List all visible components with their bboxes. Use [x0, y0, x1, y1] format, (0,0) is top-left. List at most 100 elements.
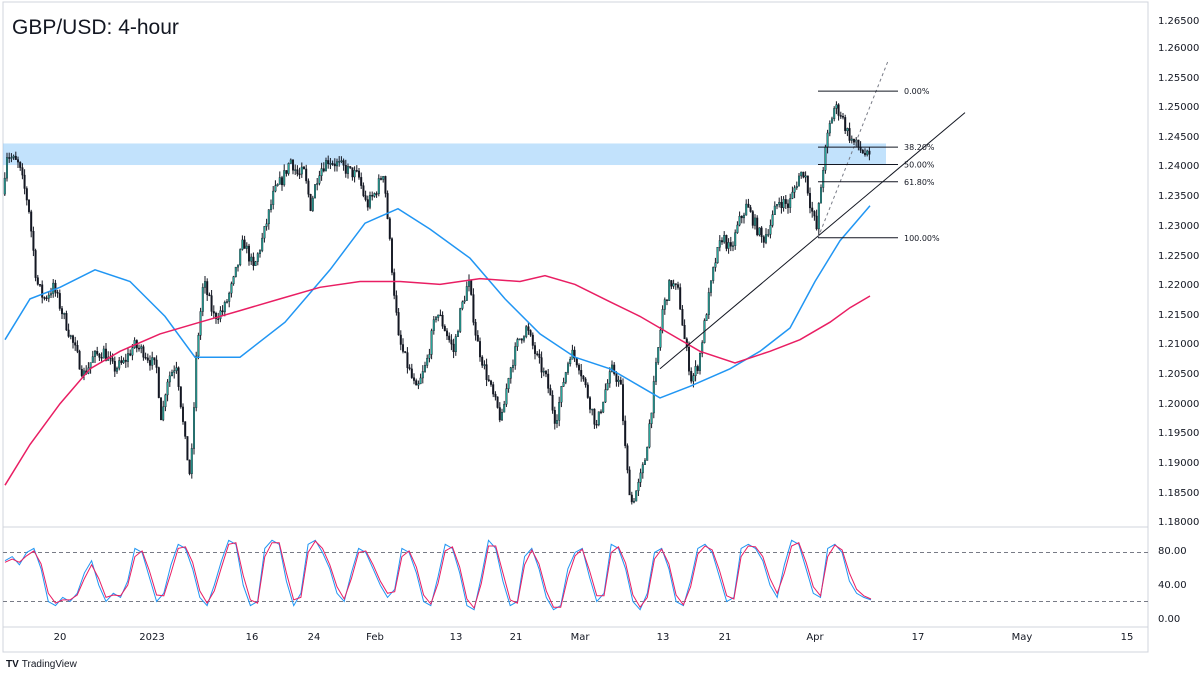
candle-bear	[780, 201, 783, 209]
candle-bull	[635, 490, 638, 502]
candle-bull	[512, 365, 515, 368]
candle-bear	[386, 193, 389, 219]
candle-bull	[192, 407, 195, 449]
candle-bear	[551, 394, 554, 411]
candle-bull	[122, 359, 125, 363]
candle-bull	[170, 372, 173, 377]
candle-bull	[597, 411, 600, 425]
stoch-y-tick-label: 40.00	[1158, 580, 1187, 591]
candle-bear	[281, 177, 284, 186]
candle-bear	[8, 157, 11, 159]
candle-bear	[153, 357, 156, 361]
candle-bull	[773, 205, 776, 215]
candle-bear	[593, 408, 596, 425]
candle-bull	[225, 301, 228, 303]
candle-bear	[397, 312, 400, 336]
candle-bear	[531, 334, 534, 346]
candle-bear	[111, 358, 114, 362]
candle-bull	[140, 346, 143, 349]
candle-bear	[285, 170, 288, 174]
candle-bear	[815, 215, 818, 230]
candle-bull	[778, 201, 781, 205]
candle-bull	[428, 354, 431, 359]
candle-bear	[578, 364, 581, 371]
candle-bull	[793, 187, 796, 193]
candle-bear	[344, 165, 347, 174]
candle-bear	[584, 378, 587, 386]
candle-bear	[628, 469, 631, 496]
candle-bull	[569, 359, 572, 365]
candle-bull	[558, 402, 561, 421]
candle-bear	[536, 353, 539, 355]
candle-bull	[646, 446, 649, 461]
candle-bull	[516, 339, 519, 347]
candle-bull	[639, 472, 642, 483]
candle-bull	[710, 280, 713, 293]
candle-bull	[617, 379, 620, 382]
candle-bear	[683, 325, 686, 340]
candle-bear	[806, 175, 809, 194]
candle-bear	[65, 313, 68, 331]
candle-bull	[850, 138, 853, 141]
y-tick-label: 1.26000	[1158, 43, 1199, 54]
candle-bull	[716, 247, 719, 264]
x-tick-label: 21	[510, 632, 523, 643]
candle-bull	[241, 239, 244, 250]
candle-bull	[382, 176, 385, 180]
fib-diagonal	[817, 60, 889, 238]
candle-bear	[842, 116, 845, 118]
candle-bear	[534, 345, 537, 354]
candle-bull	[173, 370, 176, 373]
candle-bear	[76, 345, 79, 352]
candle-bear	[802, 171, 805, 178]
candle-bull	[254, 261, 257, 266]
candle-bull	[131, 347, 134, 356]
stochastic-oscillator	[3, 539, 1148, 611]
candle-bull	[52, 282, 55, 294]
candle-bear	[96, 351, 99, 355]
grid-lines	[2, 1, 1149, 653]
candle-bull	[93, 351, 96, 357]
candle-bear	[142, 346, 145, 358]
candle-bear	[498, 407, 501, 421]
candle-bull	[102, 348, 105, 359]
candle-bull	[256, 253, 259, 262]
stoch-d-line	[4, 540, 872, 610]
candle-bull	[736, 224, 739, 233]
candle-bear	[188, 459, 191, 474]
x-tick-label: May	[1012, 632, 1033, 643]
candle-bear	[751, 211, 754, 226]
candle-bear	[45, 297, 48, 300]
candle-bear	[74, 342, 77, 346]
candle-bear	[553, 410, 556, 424]
candle-bear	[212, 311, 215, 314]
candle-bear	[309, 194, 312, 211]
candle-bull	[718, 240, 721, 248]
candle-bear	[129, 353, 132, 356]
candle-bull	[234, 266, 237, 277]
candle-bear	[540, 357, 543, 373]
tradingview-logo-icon: TV	[6, 659, 19, 670]
candle-bear	[839, 115, 842, 117]
candle-bear	[615, 373, 618, 382]
candle-bull	[501, 411, 504, 421]
candle-bear	[762, 236, 765, 243]
candle-bull	[734, 232, 737, 246]
candle-bull	[274, 185, 277, 192]
candle-bear	[452, 343, 455, 353]
candle-bear	[868, 150, 871, 155]
tradingview-brand[interactable]: TV TradingView	[6, 659, 77, 670]
x-tick-label: Apr	[806, 632, 824, 643]
candle-bull	[712, 267, 715, 281]
candle-bear	[443, 325, 446, 332]
candle-bull	[732, 245, 735, 247]
resistance-zone	[3, 143, 886, 166]
candle-bear	[342, 160, 345, 166]
candle-bear	[575, 357, 578, 366]
candle-bull	[604, 389, 607, 403]
candle-bull	[507, 378, 510, 389]
candle-bull	[261, 237, 264, 251]
candle-bear	[137, 347, 140, 350]
candle-bear	[481, 356, 484, 366]
